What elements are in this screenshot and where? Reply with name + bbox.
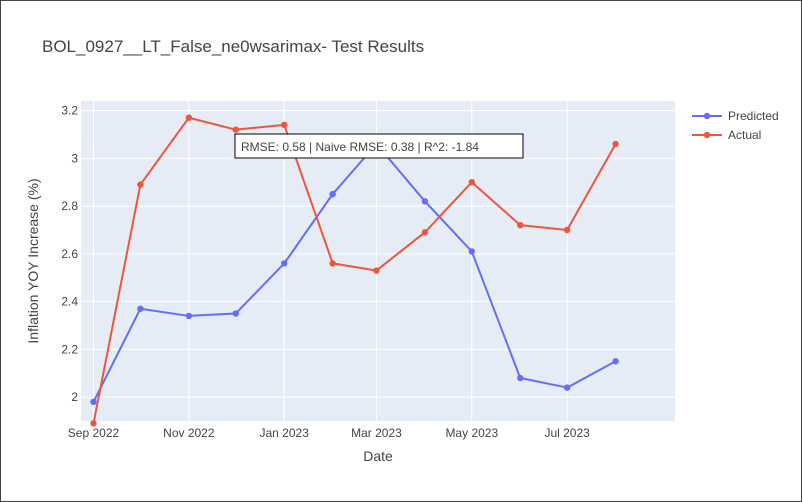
legend-item-actual[interactable]: Actual — [692, 128, 761, 142]
predicted-point — [468, 248, 475, 255]
predicted-point — [90, 398, 97, 406]
predicted-point — [517, 374, 524, 382]
legend-swatch-marker — [703, 112, 711, 120]
predicted-point — [185, 312, 193, 320]
legend-label: Predicted — [728, 109, 779, 123]
y-tick-label: 2.2 — [61, 342, 78, 356]
y-tick-label: 2.8 — [61, 199, 78, 213]
y-tick-label: 2.6 — [61, 247, 78, 261]
legend-label: Actual — [728, 128, 761, 142]
x-tick-label: Jul 2023 — [544, 426, 590, 440]
series-layer — [90, 114, 619, 427]
y-gridlines — [81, 110, 675, 398]
y-tick-label: 2 — [71, 390, 78, 404]
actual-point — [329, 260, 336, 267]
annotation-text: RMSE: 0.58 | Naive RMSE: 0.38 | R^2: -1.… — [241, 140, 479, 154]
chart-title: BOL_0927__LT_False_ne0wsarimax- Test Res… — [42, 37, 424, 56]
actual-point — [563, 226, 571, 234]
predicted-point — [612, 358, 619, 365]
x-tick-label: Nov 2022 — [163, 426, 215, 440]
x-tick-label: Mar 2023 — [351, 426, 402, 440]
predicted-point — [421, 198, 429, 205]
y-tick-label: 2.4 — [61, 295, 78, 309]
actual-point — [612, 140, 619, 148]
stats-annotation: RMSE: 0.58 | Naive RMSE: 0.38 | R^2: -1.… — [234, 133, 524, 159]
predicted-point — [281, 260, 288, 267]
x-axis-label: Date — [363, 448, 393, 464]
actual-point — [468, 178, 475, 186]
y-tick-label: 3 — [71, 151, 78, 165]
predicted-point — [563, 384, 571, 391]
actual-point — [90, 420, 97, 427]
legend-item-predicted[interactable]: Predicted — [692, 109, 779, 123]
predicted-point — [232, 310, 239, 317]
actual-point — [421, 229, 429, 236]
y-axis-label: Inflation YOY Increase (%) — [25, 178, 41, 343]
y-tick-label: 3.2 — [61, 104, 78, 118]
actual-point — [517, 221, 524, 229]
predicted-point — [329, 190, 336, 198]
predicted-line — [92, 142, 617, 403]
legend[interactable]: Predicted Actual — [692, 109, 779, 142]
y-tick-labels: 2 2.2 2.4 2.6 2.8 3 3.2 — [61, 104, 78, 405]
actual-point — [281, 121, 288, 129]
x-tick-label: Sep 2022 — [68, 426, 120, 440]
x-tick-label: Jan 2023 — [260, 426, 310, 440]
x-tick-label: May 2023 — [445, 426, 498, 440]
actual-point — [232, 126, 239, 133]
actual-point — [373, 267, 380, 274]
legend-swatch-marker — [703, 131, 711, 139]
x-tick-labels: Sep 2022 Nov 2022 Jan 2023 Mar 2023 May 2023… — [68, 426, 590, 440]
predicted-point — [137, 305, 144, 312]
actual-point — [137, 181, 144, 188]
actual-line — [92, 116, 617, 424]
actual-point — [185, 114, 193, 121]
annotation-box — [234, 133, 524, 159]
